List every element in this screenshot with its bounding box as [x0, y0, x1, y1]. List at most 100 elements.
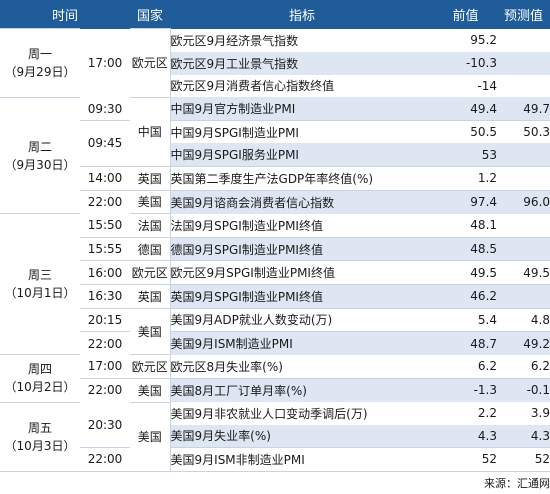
previous-value: 53 [434, 143, 498, 167]
previous-value: -14 [477, 78, 498, 93]
forecast-value: 49.2 [497, 331, 550, 355]
header-indicator: 指标 [170, 0, 435, 29]
day-cell: 周三 （10月1日） [0, 213, 80, 355]
country-cell: 英国 [130, 166, 171, 191]
indicator-cell: 美国9月非农就业人口变动季调后(万) [169, 402, 435, 425]
header-time: 时间 [0, 0, 131, 29]
indicator-cell: 法国9月SPGI制造业PMI终值 [169, 213, 435, 238]
indicator-cell: 中国9月SPGI制造业PMI [169, 119, 435, 144]
forecast-value: 4.3 [497, 424, 550, 448]
indicator-cell: 美国9月ADP就业人数变动(万) [169, 307, 435, 332]
country-cell: 欧元区 [130, 260, 171, 285]
country-cell: 美国 [130, 377, 171, 402]
country-cell: 美国 [130, 307, 171, 355]
table-row: 周一 （9月29日） 17:00 欧元区 欧元区9月经济景气指数 95.2 [0, 28, 550, 98]
forecast-value: 4.8 [497, 307, 550, 332]
forecast-value: 49.5 [497, 260, 550, 285]
country-cell: 欧元区 [130, 354, 171, 379]
time-cell: 15:50 [87, 218, 123, 233]
indicator-cell: 美国9月ISM非制造业PMI [169, 447, 435, 472]
day-cell: 周二 （9月30日） [0, 96, 80, 214]
country-cell: 英国 [130, 284, 171, 309]
time-cell: 09:45 [80, 119, 131, 167]
source-note: 来源：汇通网 [0, 470, 550, 494]
indicator-cell: 美国9月ISM制造业PMI [169, 331, 435, 355]
table-row: 周三 （10月1日） 15:50 法国 法国9月SPGI制造业PMI终值 48.1 [0, 213, 550, 355]
day-cell: 周五 （10月3日） [0, 401, 80, 472]
forecast-value [497, 52, 550, 75]
table-row: 22:00 美国9月ISM制造业PMI 48.7 49.2 [0, 331, 550, 355]
time-cell: 09:30 [87, 101, 123, 116]
table-row: 周五 （10月3日） 20:30 美国 美国9月非农就业人口变动季调后(万) 2.2 3.9 [0, 401, 550, 472]
previous-value: 52 [434, 447, 498, 472]
previous-value: 48.1 [470, 218, 498, 233]
country-cell: 美国 [130, 401, 171, 472]
previous-value: 97.4 [434, 189, 498, 214]
time-cell: 22:00 [80, 377, 131, 402]
forecast-value: 50.3 [497, 119, 550, 144]
indicator-cell: 中国9月官方制造业PMI [169, 97, 435, 121]
forecast-value: 6.2 [530, 359, 550, 374]
indicator-cell: 英国第二季度生产法GDP年率终值(%) [169, 166, 435, 191]
table-row: 15:55 德国 德国9月SPGI制造业PMI终值 48.5 [0, 236, 550, 261]
forecast-value [497, 236, 550, 261]
time-cell: 17:00 [87, 55, 123, 70]
previous-value: 5.4 [434, 307, 498, 332]
country-cell: 中国 [130, 96, 171, 167]
previous-value: 48.7 [434, 331, 498, 355]
header-country: 国家 [130, 0, 171, 29]
previous-value: 4.3 [434, 424, 498, 448]
forecast-value: 49.7 [497, 97, 550, 121]
table-row: 14:00 英国 英国第二季度生产法GDP年率终值(%) 1.2 [0, 166, 550, 191]
indicator-cell: 美国9月谘商会消费者信心指数 [169, 189, 435, 214]
table-row: 周四 （10月2日） 17:00 欧元区 欧元区8月失业率(%) 6.2 6.2 [0, 354, 550, 402]
time-cell: 16:00 [80, 260, 131, 285]
forecast-value: 96.0 [497, 189, 550, 214]
previous-value: 50.5 [434, 119, 498, 144]
previous-value: -10.3 [434, 52, 498, 75]
table-row: 16:00 欧元区 欧元区9月SPGI制造业PMI终值 49.5 49.5 [0, 260, 550, 285]
forecast-value [497, 284, 550, 309]
time-cell: 20:15 [80, 307, 131, 332]
previous-value: -1.3 [434, 377, 498, 402]
indicator-cell: 美国8月工厂订单月率(%) [169, 377, 435, 402]
forecast-value: -0.1 [497, 377, 550, 402]
country-cell: 德国 [130, 236, 171, 261]
header-row: 时间 国家 指标 前值 预测值 [0, 0, 550, 29]
indicator-cell: 欧元区9月经济景气指数 [169, 28, 435, 53]
indicator-cell: 德国9月SPGI制造业PMI终值 [169, 236, 435, 261]
indicator-cell: 欧元区9月工业景气指数 [169, 52, 435, 75]
forecast-value [497, 166, 550, 191]
indicator-cell: 中国9月SPGI服务业PMI [169, 143, 435, 167]
country-cell: 欧元区 [130, 28, 171, 98]
previous-value: 48.5 [434, 236, 498, 261]
table-row: 09:45 中国9月SPGI制造业PMI 50.5 50.3 [0, 119, 550, 167]
indicator-cell: 美国9月失业率(%) [169, 424, 435, 448]
forecast-value [497, 143, 550, 167]
time-cell: 22:00 [80, 331, 131, 355]
table-row: 22:00 美国 美国9月谘商会消费者信心指数 97.4 96.0 [0, 189, 550, 214]
time-cell: 20:30 [87, 417, 123, 432]
previous-value: 1.2 [434, 166, 498, 191]
table-row: 中国9月SPGI服务业PMI 53 [0, 143, 550, 167]
table-row: 22:00 美国9月ISM非制造业PMI 52 52 [0, 447, 550, 472]
calendar-body: 周一 （9月29日） 17:00 欧元区 欧元区9月经济景气指数 95.2 欧元区9月工业景… [0, 28, 550, 472]
table-row: 美国9月失业率(%) 4.3 4.3 [0, 424, 550, 448]
forecast-value [497, 29, 550, 53]
table-row: 20:15 美国 美国9月ADP就业人数变动(万) 5.4 4.8 [0, 307, 550, 355]
header-previous: 前值 [434, 0, 498, 29]
forecast-value [497, 75, 550, 98]
table-row: 16:30 英国 英国9月SPGI制造业PMI终值 46.2 [0, 284, 550, 309]
forecast-value [497, 214, 550, 238]
time-cell: 22:00 [80, 447, 131, 472]
previous-value: 46.2 [434, 284, 498, 309]
table-row: 周二 （9月30日） 09:30 中国 中国9月官方制造业PMI 49.4 49.7 [0, 96, 550, 214]
table-row: 22:00 美国 美国8月工厂订单月率(%) -1.3 -0.1 [0, 377, 550, 402]
country-cell: 美国 [130, 189, 171, 214]
day-cell: 周四 （10月2日） [0, 354, 80, 402]
indicator-cell: 英国9月SPGI制造业PMI终值 [169, 284, 435, 309]
indicator-cell: 欧元区8月失业率(%) [169, 354, 435, 379]
table-row: 欧元区9月工业景气指数 -10.3 [0, 52, 550, 75]
